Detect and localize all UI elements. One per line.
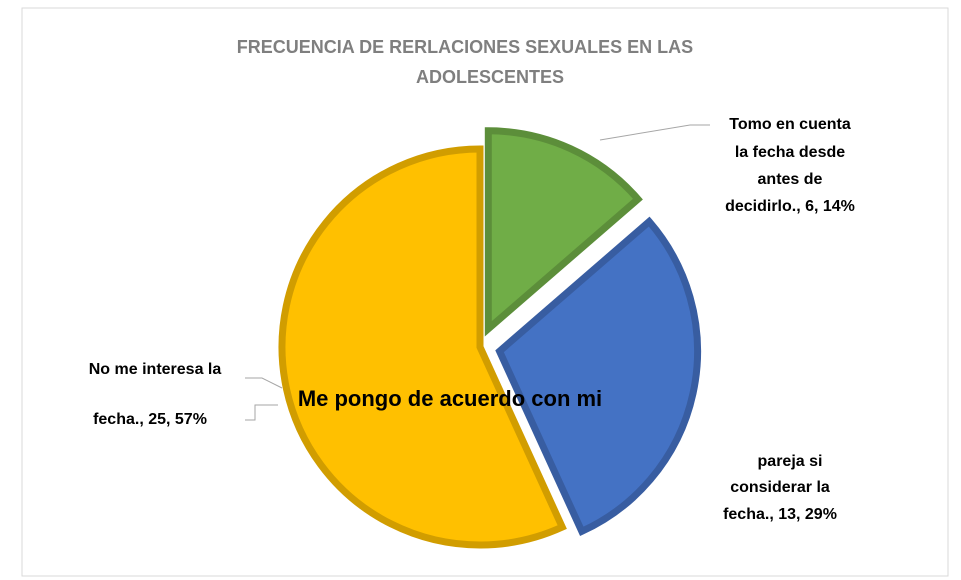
leader-line bbox=[245, 377, 283, 389]
data-label: fecha., 13, 29% bbox=[723, 506, 837, 523]
leader-line bbox=[599, 124, 710, 141]
data-label: considerar la bbox=[730, 479, 830, 496]
data-label: Tomo en cuenta bbox=[729, 116, 851, 133]
data-label: decidirlo., 6, 14% bbox=[725, 198, 855, 215]
data-label: No me interesa la bbox=[89, 361, 222, 378]
leader-line bbox=[245, 404, 278, 421]
pie-slice bbox=[484, 127, 643, 337]
pie-slice bbox=[495, 216, 702, 536]
data-label: antes de bbox=[758, 171, 823, 188]
data-label: Me pongo de acuerdo con mi bbox=[298, 386, 602, 411]
pie-slice bbox=[278, 145, 567, 549]
data-label: pareja si bbox=[758, 453, 823, 470]
data-label: fecha., 25, 57% bbox=[93, 411, 207, 428]
data-label: la fecha desde bbox=[735, 144, 845, 161]
chart-title: FRECUENCIA DE RERLACIONES SEXUALES EN LA… bbox=[237, 37, 693, 57]
chart-title: ADOLESCENTES bbox=[416, 67, 564, 87]
